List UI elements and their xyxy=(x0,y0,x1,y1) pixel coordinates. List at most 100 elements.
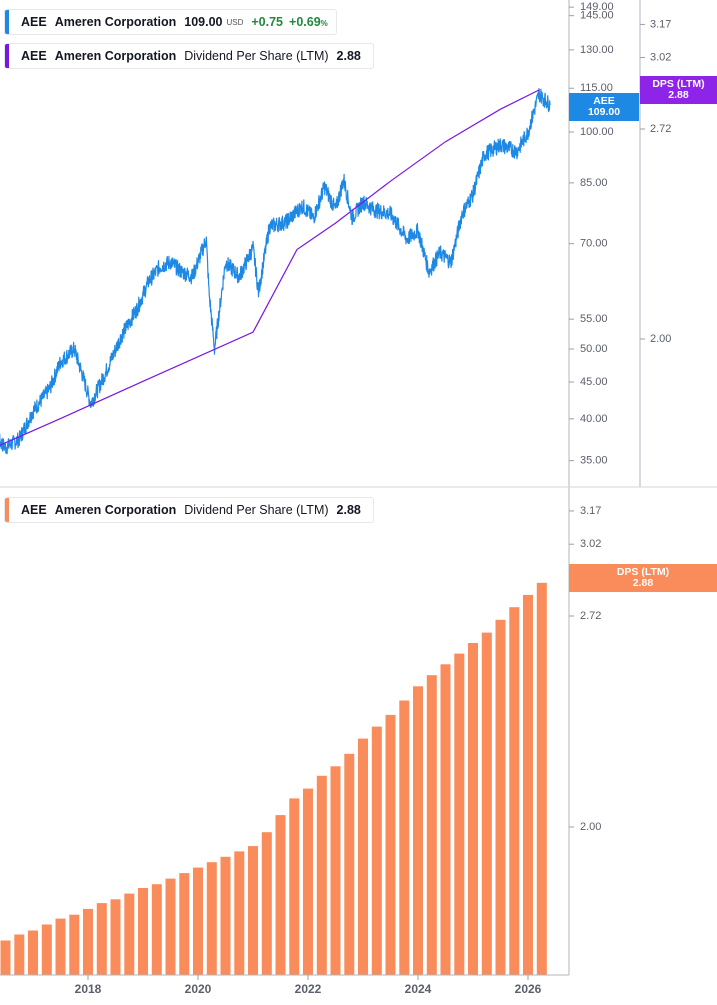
price-axis-label: 45.00 xyxy=(580,376,608,388)
price-legend-change-pct-value: +0.69 xyxy=(289,15,321,29)
dps-bar xyxy=(220,856,231,975)
dps-legend-bottom-metric: Dividend Per Share (LTM) xyxy=(184,503,329,517)
dps-badge-top-label: DPS (LTM) xyxy=(652,78,705,90)
price-axis-label: 149.00 xyxy=(580,1,614,13)
price-legend-symbol: AEE xyxy=(21,15,47,29)
dps-bar xyxy=(454,653,465,975)
dps-bar xyxy=(481,632,492,975)
dps-legend-top-symbol: AEE xyxy=(21,49,47,63)
dps-axis-label: 2.00 xyxy=(650,333,671,345)
price-legend-color xyxy=(5,10,9,34)
price-legend-pct-sign: % xyxy=(320,19,328,28)
price-axis-label: 70.00 xyxy=(580,238,608,250)
time-axis-label: 2018 xyxy=(75,982,102,996)
dps-bar xyxy=(440,664,451,975)
dps-bar xyxy=(69,914,80,975)
dps-bar xyxy=(96,903,107,975)
dps-badge-bottom: DPS (LTM) 2.88 xyxy=(569,564,717,592)
dps-bar xyxy=(536,582,547,975)
dps-bar xyxy=(303,788,313,975)
dividend-bar-panel xyxy=(0,582,547,975)
dps-bar xyxy=(124,893,135,975)
price-series-line xyxy=(0,88,551,455)
dps-axis-label: 3.17 xyxy=(650,18,671,30)
dps-bar xyxy=(358,738,368,975)
bar-axis-label: 2.00 xyxy=(580,821,601,833)
price-badge: AEE 109.00 xyxy=(569,93,639,121)
dps-bar xyxy=(371,726,382,975)
dps-bar xyxy=(468,643,478,975)
dps-bar xyxy=(289,798,300,975)
dps-bar xyxy=(413,686,423,975)
dps-bar xyxy=(330,766,341,975)
dps-bar xyxy=(261,832,272,975)
price-axis-label: 100.00 xyxy=(580,126,614,138)
price-axis-label: 145.00 xyxy=(580,10,614,22)
bar-axis-label: 3.02 xyxy=(580,538,601,550)
dps-bar xyxy=(206,862,217,975)
dps-bar xyxy=(55,918,66,975)
dps-bar xyxy=(234,851,245,975)
price-badge-symbol: AEE xyxy=(593,95,615,107)
dps-legend-top[interactable]: AEE Ameren Corporation Dividend Per Shar… xyxy=(4,43,374,69)
bar-axis-label: 3.17 xyxy=(580,505,601,517)
time-axis-label: 2024 xyxy=(405,982,432,996)
dps-legend-top-metric: Dividend Per Share (LTM) xyxy=(184,49,329,63)
price-axis-label: 55.00 xyxy=(580,313,608,325)
dps-legend-bottom[interactable]: AEE Ameren Corporation Dividend Per Shar… xyxy=(4,497,374,523)
dps-axis-label: 2.72 xyxy=(650,123,671,135)
dps-badge-bottom-label: DPS (LTM) xyxy=(616,566,670,578)
dps-legend-bottom-name: Ameren Corporation xyxy=(54,503,177,517)
dps-bar xyxy=(138,888,148,975)
dps-bar xyxy=(316,775,327,975)
price-legend-change: +0.75 xyxy=(251,15,284,29)
price-legend-name: Ameren Corporation xyxy=(54,15,177,29)
dps-bar xyxy=(83,908,93,975)
time-axis-label: 2020 xyxy=(185,982,212,996)
dps-bar xyxy=(0,940,11,975)
dps-bar xyxy=(179,873,190,975)
price-axis-label: 35.00 xyxy=(580,455,608,467)
dps-bar xyxy=(41,924,52,975)
dps-badge-top-value: 2.88 xyxy=(668,89,689,101)
price-legend-value: 109.00 xyxy=(184,15,223,29)
price-axis-label: 130.00 xyxy=(580,44,614,56)
dps-bar xyxy=(344,753,355,975)
price-axis-label: 40.00 xyxy=(580,413,608,425)
dps-bar xyxy=(14,934,25,975)
dps-legend-top-color xyxy=(5,44,9,68)
dps-bar xyxy=(275,815,286,975)
dps-bar xyxy=(509,607,520,975)
time-axis-label: 2022 xyxy=(295,982,322,996)
dps-badge-bottom-value: 2.88 xyxy=(632,577,654,589)
dps-axis-label: 3.02 xyxy=(650,51,671,63)
price-axis-label: 85.00 xyxy=(580,177,608,189)
price-axis-label: 50.00 xyxy=(580,343,608,355)
dps-bar xyxy=(495,619,506,975)
dps-legend-bottom-value: 2.88 xyxy=(336,503,361,517)
dps-bar xyxy=(28,930,38,975)
dps-bar xyxy=(426,675,437,975)
price-legend[interactable]: AEE Ameren Corporation 109.00 USD +0.75 … xyxy=(4,9,337,35)
dps-bar xyxy=(399,700,410,975)
dps-legend-bottom-symbol: AEE xyxy=(21,503,47,517)
dps-legend-bottom-color xyxy=(5,498,9,522)
dps-series-line xyxy=(0,89,540,446)
dps-bar xyxy=(165,878,176,975)
dps-bar xyxy=(385,714,396,975)
dps-bar xyxy=(193,867,203,975)
dps-bar xyxy=(523,594,533,975)
dps-legend-top-name: Ameren Corporation xyxy=(54,49,177,63)
price-panel xyxy=(0,88,551,455)
price-axis-label: 115.00 xyxy=(580,82,613,94)
price-legend-change-pct: +0.69% xyxy=(289,15,328,29)
dps-bar xyxy=(151,884,162,975)
dps-legend-top-value: 2.88 xyxy=(336,49,361,63)
time-axis-label: 2026 xyxy=(515,982,542,996)
price-badge-value: 109.00 xyxy=(587,106,621,118)
dps-bar xyxy=(248,846,258,975)
dps-bar xyxy=(110,899,121,975)
dps-badge-top: DPS (LTM) 2.88 xyxy=(640,76,717,104)
